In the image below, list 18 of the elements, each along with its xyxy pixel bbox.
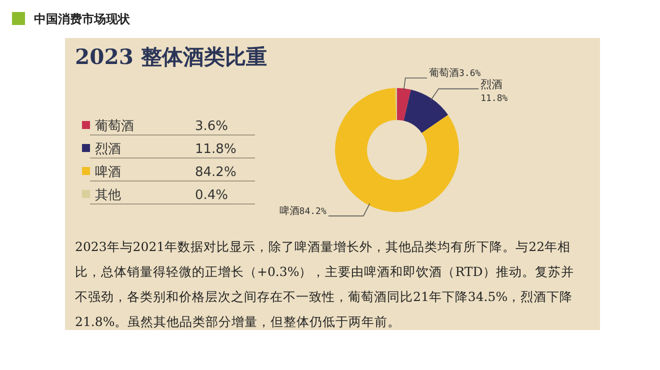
chart-subtitle: 中国消费市场现状 [34,12,131,26]
text: 84.2% [195,165,236,180]
donut-slice [397,88,411,121]
legend-label: 葡萄酒 [95,119,134,134]
data-label: 3.6% [459,69,482,79]
donut-slice [404,90,448,133]
text: 3.6% [195,119,228,134]
data-label: 0.4% [195,188,228,203]
donut-slice [335,88,459,212]
text: 2023年与2021年数据对比显示，除了啤酒量增长外，其他品类均有所下降。与22年相比，总体销量得轻微的正增长（+0.3%），主要由啤酒和即饮酒（RTD）推动。复苏并不强劲，各类别和价格层次之间存在不一致性，葡萄酒同比21年下降34.5%，烈酒下降21.8%。虽然其他品类部分增量，但整体仍低于两年前。 [75,238,575,331]
text: 11.8% [195,142,236,157]
chart-title: 2023 整体酒类比重 [75,44,267,69]
slice-label: 烈酒 [480,78,503,91]
data-label: 11.8% [480,94,508,104]
data-label: 84.2% [299,206,327,217]
legend-label: 烈酒 [95,142,121,157]
legend-label: 其他 [95,188,121,203]
legend-label: 啤酒 [95,165,121,180]
